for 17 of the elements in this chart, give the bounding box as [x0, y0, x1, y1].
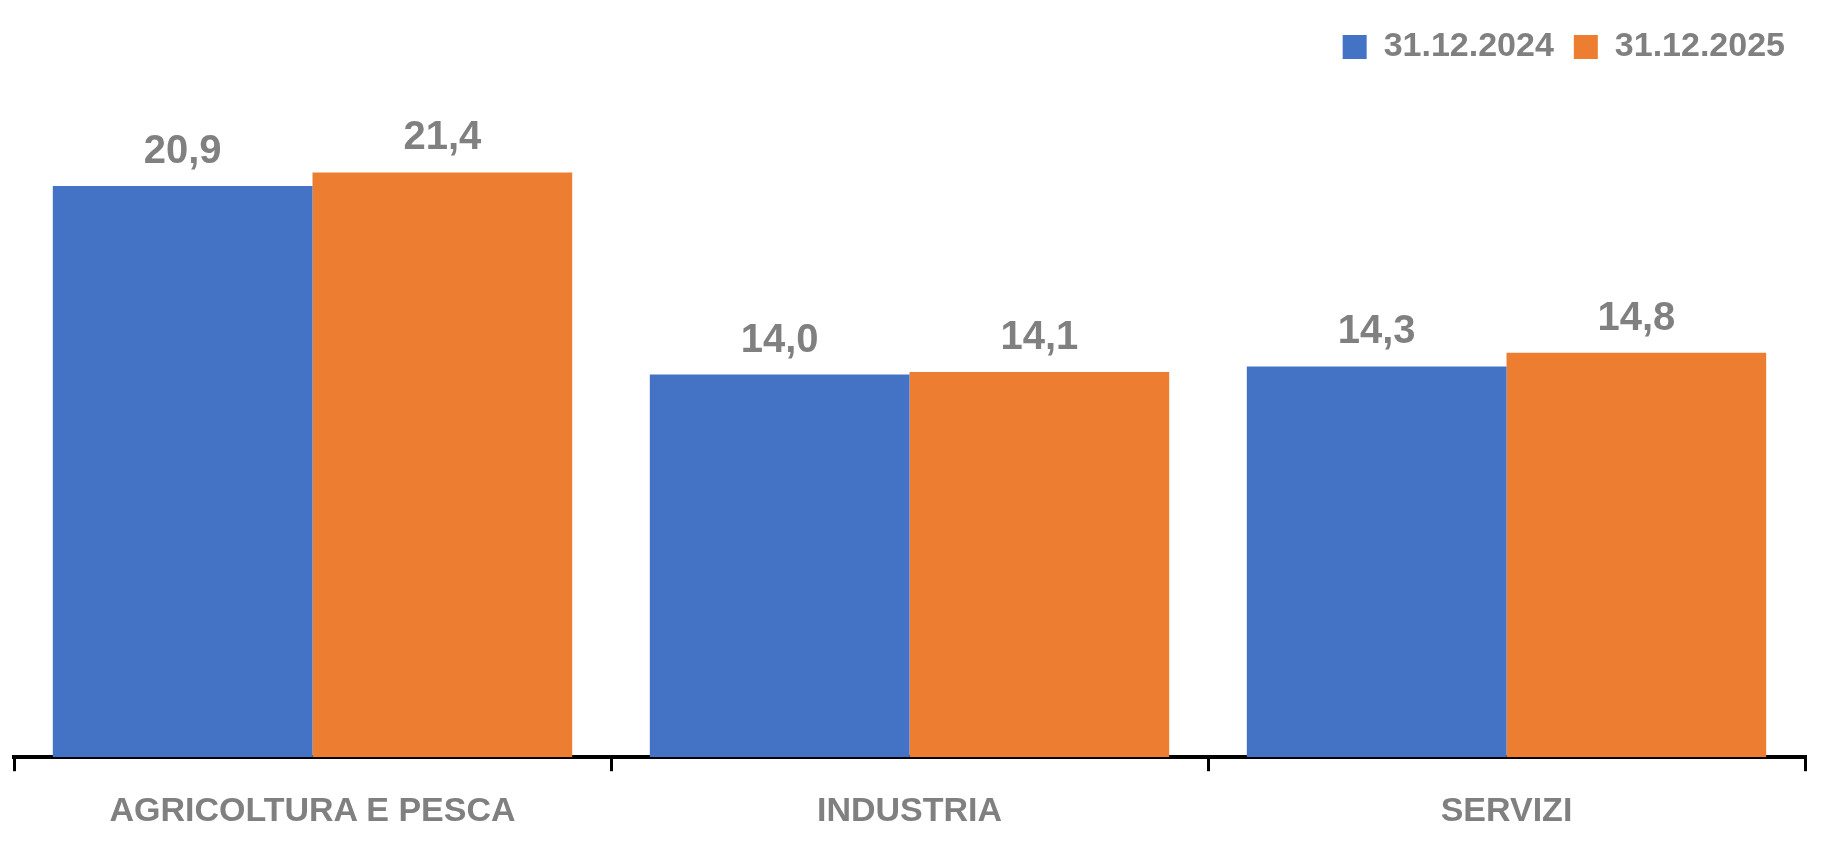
bar [1506, 352, 1767, 758]
data-label: 21,4 [403, 113, 483, 158]
data-label: 14,8 [1597, 293, 1676, 338]
x-tick-label: INDUSTRIA [816, 789, 1003, 828]
x-tick-label: AGRICOLTURA E PESCA [109, 789, 516, 828]
bar [909, 371, 1170, 758]
bar [52, 186, 313, 758]
bar [1246, 366, 1507, 758]
legend-label: 31.12.2025 [1614, 25, 1786, 64]
legend-label: 31.12.2024 [1383, 25, 1554, 64]
bar [312, 172, 573, 758]
x-tick-label: SERVIZI [1440, 789, 1573, 828]
data-label: 14,1 [1000, 312, 1079, 357]
bar [649, 374, 910, 758]
data-label: 14,0 [740, 315, 819, 360]
data-label: 20,9 [143, 127, 222, 172]
data-label: 14,3 [1337, 307, 1416, 352]
